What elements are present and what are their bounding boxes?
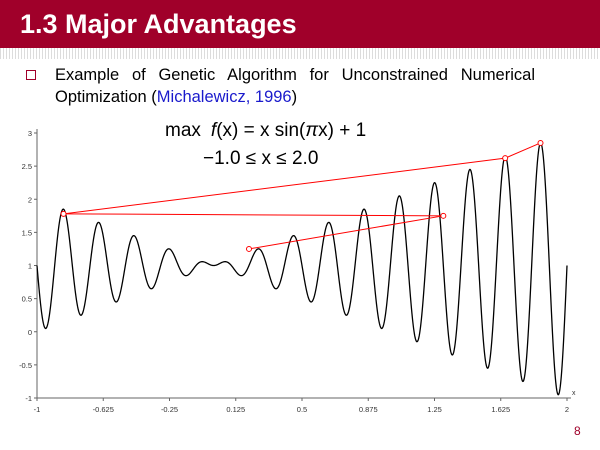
equation-line-2: −1.0 ≤ x ≤ 2.0 — [203, 148, 318, 169]
x-tick-label: 0.5 — [297, 405, 307, 414]
ga-segment — [63, 157, 506, 215]
y-tick-label: 3 — [28, 129, 32, 138]
slide-title: 1.3 Major Advantages — [20, 9, 297, 39]
x-axis-label: x — [572, 390, 576, 397]
ga-point — [502, 155, 509, 162]
y-tick-label: 1 — [28, 262, 32, 271]
eq-max: max — [165, 120, 201, 141]
ga-search-path — [60, 139, 544, 252]
y-tick-label: 0.5 — [22, 295, 32, 304]
x-tick-label: -0.625 — [93, 405, 114, 414]
function-plot: x -1 -0.625 -0.25 0.125 0.5 0.875 1.25 1.625 2 -1 -… — [19, 120, 576, 414]
x-tick-label: 1.625 — [491, 405, 510, 414]
equation-line-1: max f(x) = x sin(πx) + 1 — [165, 120, 366, 141]
ga-segment — [63, 213, 444, 217]
y-tick-label: 2.5 — [22, 162, 32, 171]
y-tick-label: -1 — [25, 394, 32, 403]
ga-segment — [248, 215, 444, 250]
equation: max f(x) = x sin(πx) + 1 −1.0 ≤ x ≤ 2.0 — [165, 120, 366, 169]
function-curve — [36, 142, 568, 396]
ga-point — [246, 245, 252, 252]
title-stripe — [0, 48, 600, 59]
y-tick-label: 2 — [28, 195, 32, 204]
x-tick-label: 1.25 — [427, 405, 442, 414]
ga-point — [440, 212, 447, 219]
eq-f: f — [211, 120, 218, 141]
x-tick-label: 2 — [565, 405, 569, 414]
bullet-line-1: Example of Genetic Algorithm for Unconst… — [55, 66, 535, 84]
x-tick-label: 0.875 — [359, 405, 378, 414]
page-number: 8 — [574, 424, 581, 438]
ga-point — [60, 210, 67, 217]
y-tick-label: 0 — [28, 328, 32, 337]
eq-body: (x) = x sin( — [216, 120, 306, 141]
citation-link[interactable]: Michalewicz, 1996 — [156, 88, 292, 106]
title-bar — [0, 0, 600, 48]
bullet-line-2: Optimization (Michalewicz, 1996) — [55, 86, 535, 108]
ga-segment — [504, 142, 541, 159]
x-tick-label: -0.25 — [161, 405, 178, 414]
x-tick-label: -1 — [34, 405, 41, 414]
plot-axes: x -1 -0.625 -0.25 0.125 0.5 0.875 1.25 1.625 2 -1 -… — [19, 129, 576, 414]
y-tick-label: -0.5 — [19, 361, 32, 370]
square-bullet-icon — [26, 70, 36, 80]
ga-point — [537, 139, 544, 146]
x-tick-label: 0.125 — [226, 405, 245, 414]
bullet-line-2-prefix: Optimization ( — [55, 88, 157, 106]
bullet-text: Example of Genetic Algorithm for Unconst… — [55, 64, 535, 108]
eq-tail: x) + 1 — [318, 120, 366, 141]
y-tick-label: 1.5 — [22, 228, 32, 237]
bullet-line-2-suffix: ) — [291, 88, 298, 106]
eq-pi: π — [305, 120, 319, 141]
